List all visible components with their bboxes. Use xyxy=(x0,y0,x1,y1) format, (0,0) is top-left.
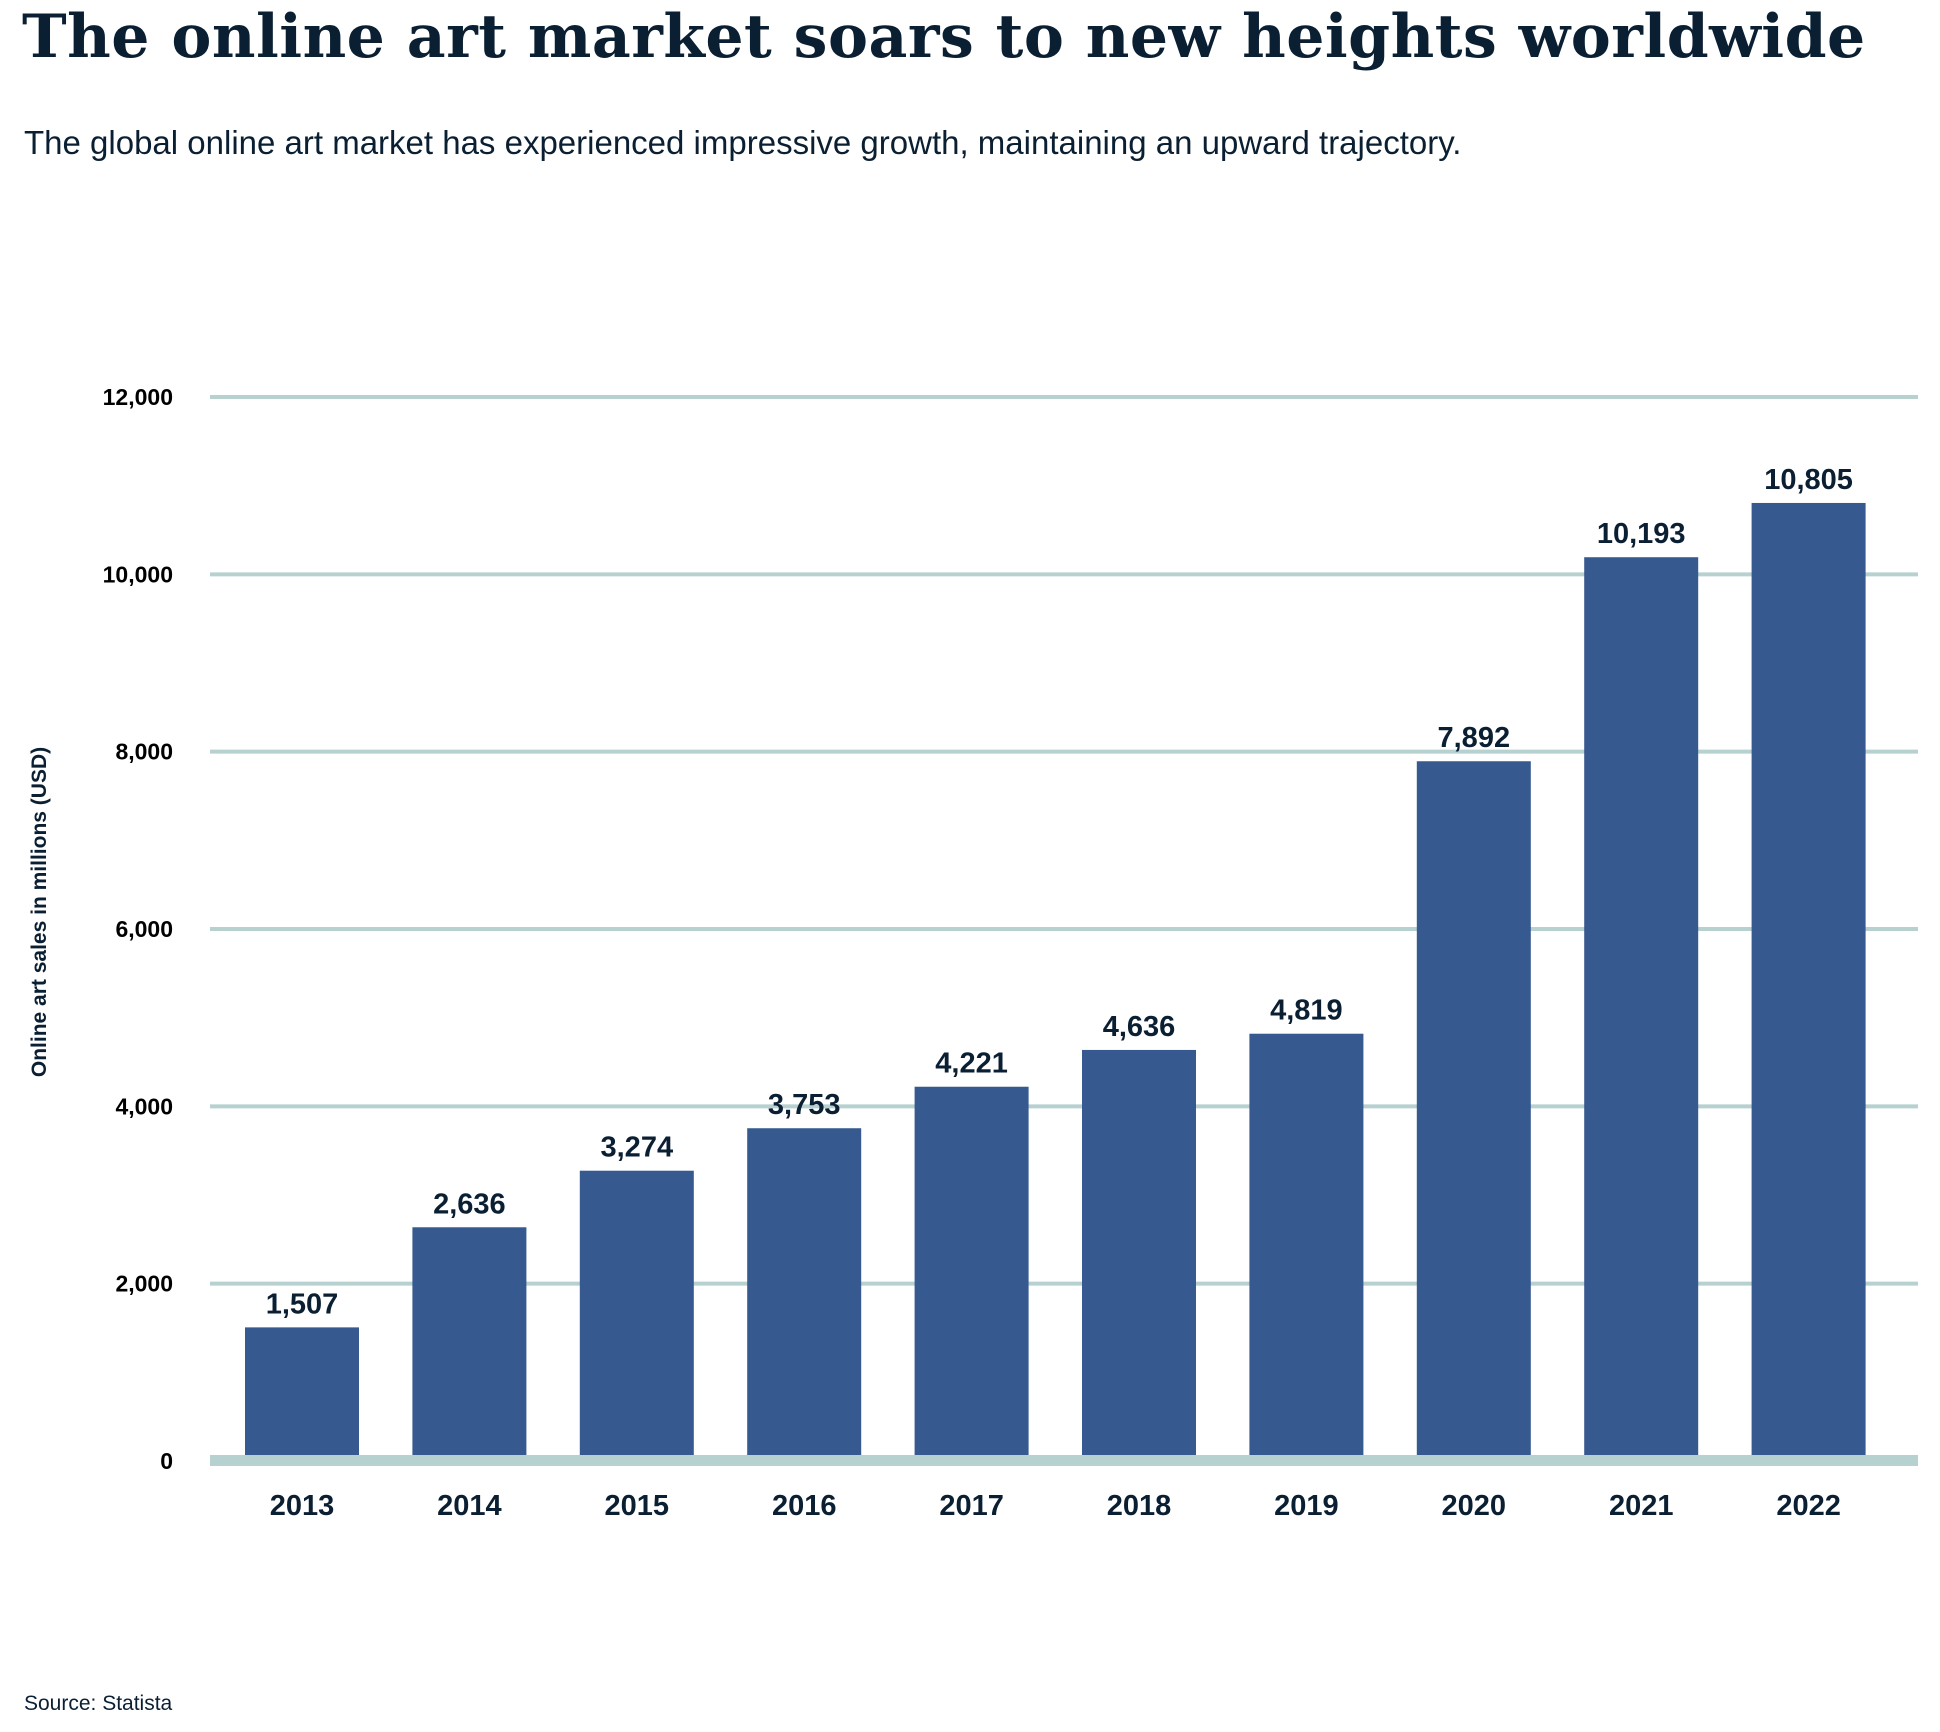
data-label: 3,753 xyxy=(768,1089,841,1121)
x-axis-baseline xyxy=(210,1455,1918,1466)
x-tick-label: 2020 xyxy=(1442,1490,1507,1522)
bar-2015 xyxy=(579,1170,694,1461)
bar-2014 xyxy=(412,1227,527,1461)
x-tick-label: 2013 xyxy=(270,1490,335,1522)
y-tick-label: 4,000 xyxy=(115,1093,173,1119)
x-tick-label: 2017 xyxy=(939,1490,1004,1522)
bar-2019 xyxy=(1249,1033,1364,1461)
data-label: 10,805 xyxy=(1764,464,1853,496)
bar-2020 xyxy=(1416,761,1531,1461)
chart-title: The online art market soars to new heigh… xyxy=(22,2,1866,72)
x-tick-label: 2015 xyxy=(605,1490,670,1522)
data-label: 10,193 xyxy=(1597,518,1686,550)
bar-2013 xyxy=(245,1327,359,1461)
y-tick-label: 8,000 xyxy=(115,739,173,765)
y-tick-label: 12,000 xyxy=(103,384,173,410)
x-tick-label: 2016 xyxy=(772,1490,837,1522)
x-tick-label: 2014 xyxy=(437,1490,502,1522)
x-tick-label: 2018 xyxy=(1107,1490,1172,1522)
data-label: 2,636 xyxy=(433,1188,506,1220)
x-tick-label: 2019 xyxy=(1274,1490,1339,1522)
bar-2016 xyxy=(747,1128,862,1461)
source-note: Source: Statista xyxy=(24,1692,173,1715)
y-tick-label: 0 xyxy=(160,1448,173,1474)
data-label: 4,221 xyxy=(935,1048,1008,1080)
y-tick-label: 10,000 xyxy=(103,561,173,587)
y-tick-label: 6,000 xyxy=(115,916,173,942)
bar-2018 xyxy=(1082,1049,1196,1461)
bar-2022 xyxy=(1751,502,1866,1461)
x-tick-label: 2022 xyxy=(1776,1490,1841,1522)
x-tick-label: 2021 xyxy=(1609,1490,1674,1522)
chart-subtitle: The global online art market has experie… xyxy=(24,124,1462,161)
data-label: 7,892 xyxy=(1438,722,1511,754)
bar-2017 xyxy=(914,1086,1029,1461)
y-axis-label: Online art sales in millions (USD) xyxy=(28,747,51,1077)
data-label: 1,507 xyxy=(266,1288,339,1320)
bar-2021 xyxy=(1584,557,1699,1461)
data-label: 4,819 xyxy=(1270,995,1343,1027)
data-label: 4,636 xyxy=(1103,1011,1176,1043)
y-tick-label: 2,000 xyxy=(115,1271,173,1297)
data-label: 3,274 xyxy=(601,1132,674,1164)
